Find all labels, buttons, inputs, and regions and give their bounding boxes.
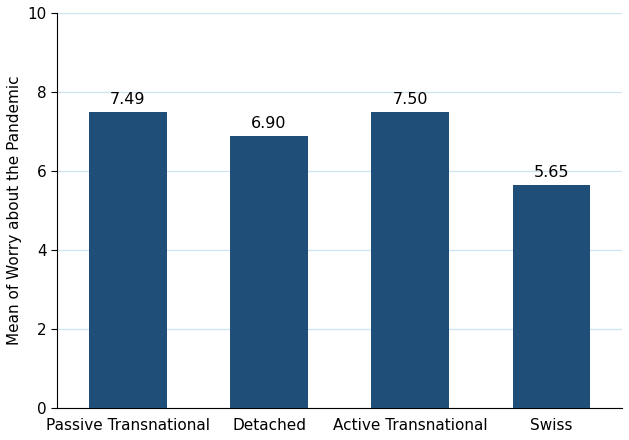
Y-axis label: Mean of Worry about the Pandemic: Mean of Worry about the Pandemic [7,76,22,345]
Bar [230,136,308,408]
Text: 7.49: 7.49 [110,92,145,107]
Text: 7.50: 7.50 [392,92,428,107]
Bar [513,185,590,408]
Text: 5.65: 5.65 [533,165,569,180]
Text: 6.90: 6.90 [251,116,287,131]
Bar [89,112,167,408]
Bar [371,112,449,408]
